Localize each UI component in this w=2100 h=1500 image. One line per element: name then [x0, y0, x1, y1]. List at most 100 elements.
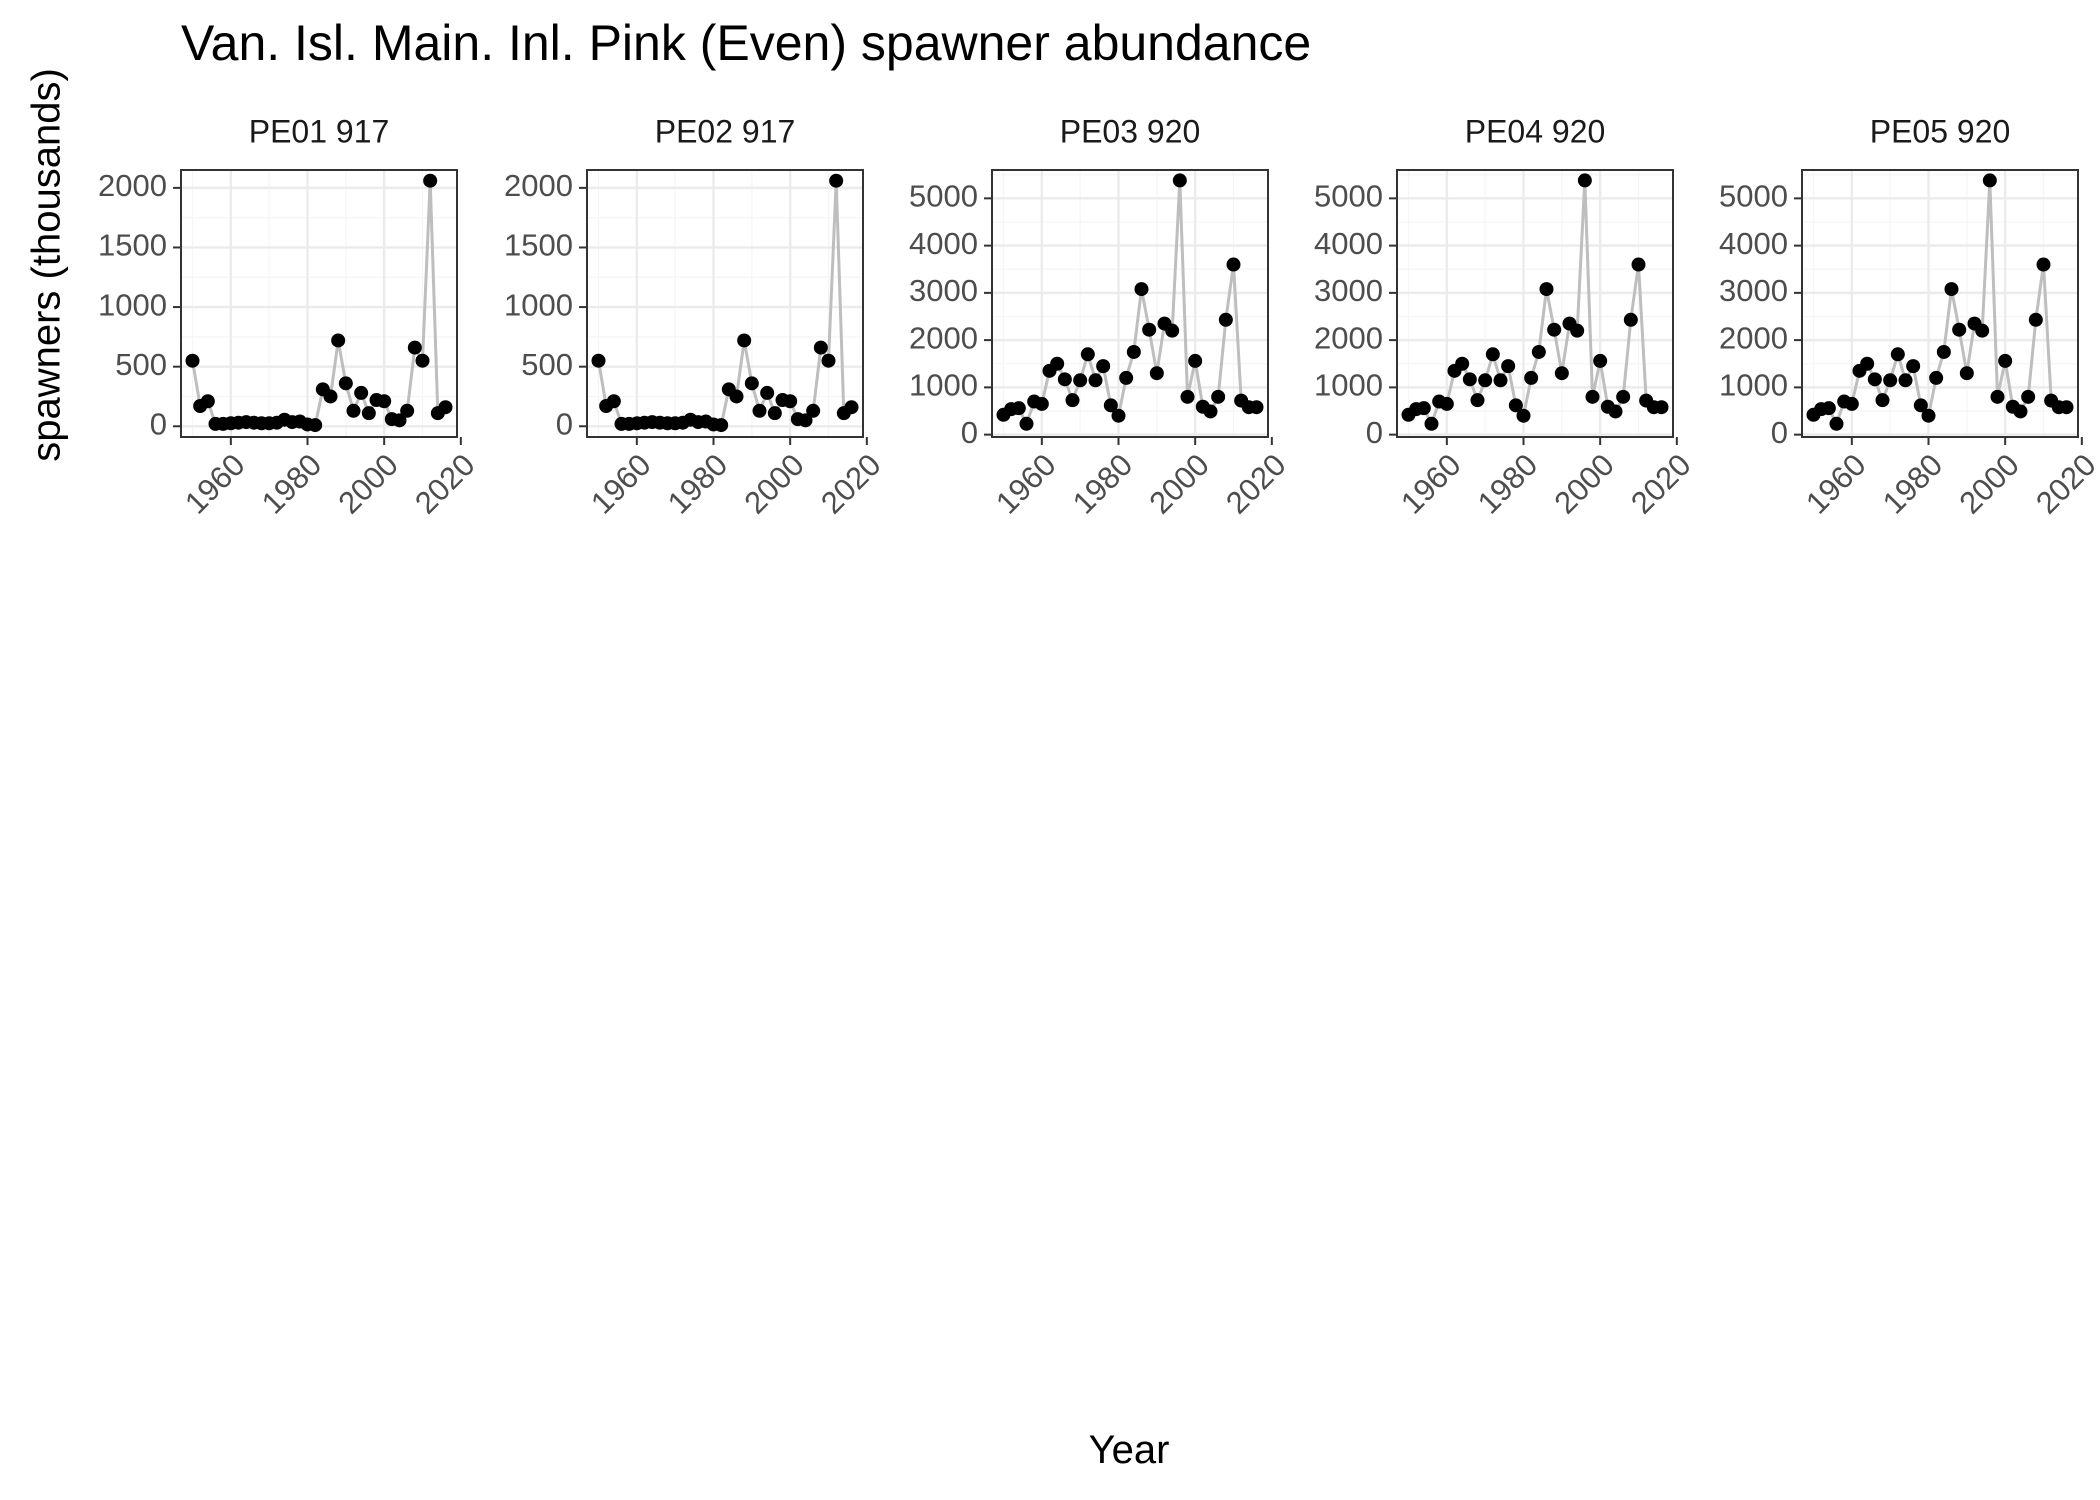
data-point — [1508, 398, 1523, 413]
data-point — [2021, 389, 2036, 404]
y-tick-label: 2000 — [1719, 320, 1788, 355]
data-point — [2028, 312, 2043, 327]
y-tick-label: 0 — [150, 406, 167, 441]
data-point — [1142, 322, 1157, 337]
data-point — [1860, 356, 1875, 371]
data-point — [1890, 347, 1905, 362]
y-tick-label: 3000 — [909, 273, 978, 308]
y-tick-label: 5000 — [909, 179, 978, 214]
data-point — [1019, 416, 1034, 431]
data-point — [400, 403, 415, 418]
panel-border — [1801, 169, 2079, 438]
facet-label: PE04 920 — [1465, 113, 1606, 149]
data-point — [1577, 173, 1592, 188]
data-point — [1034, 396, 1049, 411]
y-tick-label: 4000 — [1314, 226, 1383, 261]
x-tick-label: 1980 — [661, 447, 735, 521]
y-tick-label: 0 — [961, 415, 978, 450]
data-point — [392, 413, 407, 428]
y-tick-label: 5000 — [1719, 179, 1788, 214]
data-point — [308, 418, 323, 433]
data-point — [591, 353, 606, 368]
data-point — [1867, 372, 1882, 387]
y-tick-label: 4000 — [1719, 226, 1788, 261]
data-point — [1501, 359, 1516, 374]
data-point — [1623, 312, 1638, 327]
data-point — [415, 353, 430, 368]
facet-label: PE02 917 — [655, 113, 796, 149]
panel-border — [586, 169, 864, 438]
y-tick-label: 2000 — [1314, 320, 1383, 355]
y-tick-label: 1000 — [1719, 368, 1788, 403]
data-point — [821, 353, 836, 368]
data-point — [1111, 408, 1126, 423]
data-point — [1478, 373, 1493, 388]
data-point — [1126, 344, 1141, 359]
data-point — [423, 173, 438, 188]
data-point — [200, 394, 215, 409]
y-tick-label: 1000 — [98, 287, 167, 322]
data-point — [1119, 370, 1134, 385]
data-point — [2013, 404, 2028, 419]
x-tick-label: 2000 — [1142, 447, 1216, 521]
data-point — [2036, 257, 2051, 272]
data-point — [752, 403, 767, 418]
data-point — [1631, 257, 1646, 272]
data-point — [714, 418, 729, 433]
y-tick-label: 1500 — [98, 228, 167, 263]
data-point — [729, 389, 744, 404]
data-point — [1929, 370, 1944, 385]
data-point — [844, 400, 859, 415]
data-point — [1944, 282, 1959, 297]
x-tick-label: 2020 — [2029, 447, 2100, 521]
y-tick-label: 0 — [1366, 415, 1383, 450]
facet-label: PE05 920 — [1870, 113, 2011, 149]
x-tick-label: 1960 — [178, 447, 252, 521]
x-tick-label: 2020 — [1219, 447, 1293, 521]
data-point — [338, 376, 353, 391]
y-tick-label: 2000 — [504, 168, 573, 203]
data-point — [1844, 396, 1859, 411]
data-point — [1516, 408, 1531, 423]
x-tick-label: 1980 — [1876, 447, 1950, 521]
data-point — [829, 173, 844, 188]
data-point — [1952, 322, 1967, 337]
data-point — [1829, 416, 1844, 431]
y-tick-label: 0 — [556, 406, 573, 441]
data-point — [1936, 344, 1951, 359]
series-line — [1812, 180, 2067, 428]
data-point — [1065, 393, 1080, 408]
data-point — [361, 406, 376, 421]
series-line — [1407, 180, 1662, 428]
y-tick-label: 2000 — [909, 320, 978, 355]
data-point — [1608, 404, 1623, 419]
data-point — [806, 403, 821, 418]
data-point — [1875, 393, 1890, 408]
data-point — [1096, 359, 1111, 374]
data-point — [1050, 356, 1065, 371]
y-tick-label: 1000 — [504, 287, 573, 322]
data-point — [1913, 398, 1928, 413]
data-point — [1524, 370, 1539, 385]
facet-label: PE01 917 — [249, 113, 390, 149]
data-point — [783, 394, 798, 409]
x-tick-label: 2020 — [814, 447, 888, 521]
data-point — [1554, 366, 1569, 381]
y-tick-label: 3000 — [1314, 273, 1383, 308]
data-point — [377, 394, 392, 409]
data-point — [1585, 389, 1600, 404]
data-point — [1959, 366, 1974, 381]
data-point — [1226, 257, 1241, 272]
data-point — [1211, 389, 1226, 404]
data-point — [1203, 404, 1218, 419]
y-tick-label: 0 — [1771, 415, 1788, 450]
data-point — [1424, 416, 1439, 431]
data-point — [438, 400, 453, 415]
data-point — [606, 394, 621, 409]
data-point — [407, 340, 422, 355]
data-point — [1088, 373, 1103, 388]
x-tick-label: 1960 — [1799, 447, 1873, 521]
